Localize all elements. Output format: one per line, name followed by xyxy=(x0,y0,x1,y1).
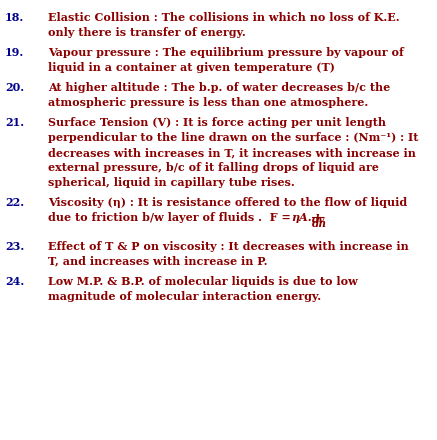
Text: At higher altitude : The b.p. of water decreases b/c the: At higher altitude : The b.p. of water d… xyxy=(48,82,390,93)
Text: liquid in a container at given temperature (T): liquid in a container at given temperatu… xyxy=(48,62,335,73)
Text: magnitude of molecular interaction energy.: magnitude of molecular interaction energ… xyxy=(48,291,321,302)
Text: decreases with increases in T, it increases with increase in: decreases with increases in T, it increa… xyxy=(48,147,416,158)
Text: 18.: 18. xyxy=(5,12,24,23)
Text: spherical, liquid in capillary tube rises.: spherical, liquid in capillary tube rise… xyxy=(48,176,295,187)
Text: Elastic Collision : The collisions in which no loss of K.E.: Elastic Collision : The collisions in wh… xyxy=(48,12,399,23)
Text: Effect of T & P on viscosity : It decreases with increase in: Effect of T & P on viscosity : It decrea… xyxy=(48,241,409,252)
Text: T, and increases with increase in P.: T, and increases with increase in P. xyxy=(48,256,267,267)
Text: Low M.P. & B.P. of molecular liquids is due to low: Low M.P. & B.P. of molecular liquids is … xyxy=(48,276,358,287)
Text: only there is transfer of energy.: only there is transfer of energy. xyxy=(48,27,246,38)
Text: atmospheric pressure is less than one atmosphere.: atmospheric pressure is less than one at… xyxy=(48,97,368,108)
Text: Surface Tension (V) : It is force acting per unit length: Surface Tension (V) : It is force acting… xyxy=(48,117,386,128)
Text: 19.: 19. xyxy=(5,47,24,58)
Text: ηA.: ηA. xyxy=(291,212,312,223)
Text: external pressure, b/c of it falling drops of liquid are: external pressure, b/c of it falling dro… xyxy=(48,162,379,173)
Text: 22.: 22. xyxy=(5,197,24,208)
Text: dn: dn xyxy=(312,218,327,229)
Text: 20.: 20. xyxy=(5,82,24,93)
Text: 21.: 21. xyxy=(5,117,24,128)
Text: 24.: 24. xyxy=(5,276,24,287)
Text: Viscosity (η) : It is resistance offered to the flow of liquid: Viscosity (η) : It is resistance offered… xyxy=(48,197,407,208)
Text: 23.: 23. xyxy=(5,241,24,252)
Text: due to friction b/w layer of fluids .  F =: due to friction b/w layer of fluids . F … xyxy=(48,212,291,223)
Text: dv: dv xyxy=(312,214,326,225)
Text: Vapour pressure : The equilibrium pressure by vapour of: Vapour pressure : The equilibrium pressu… xyxy=(48,47,404,58)
Text: perpendicular to the line drawn on the surface : (Nm⁻¹) : It: perpendicular to the line drawn on the s… xyxy=(48,132,418,143)
